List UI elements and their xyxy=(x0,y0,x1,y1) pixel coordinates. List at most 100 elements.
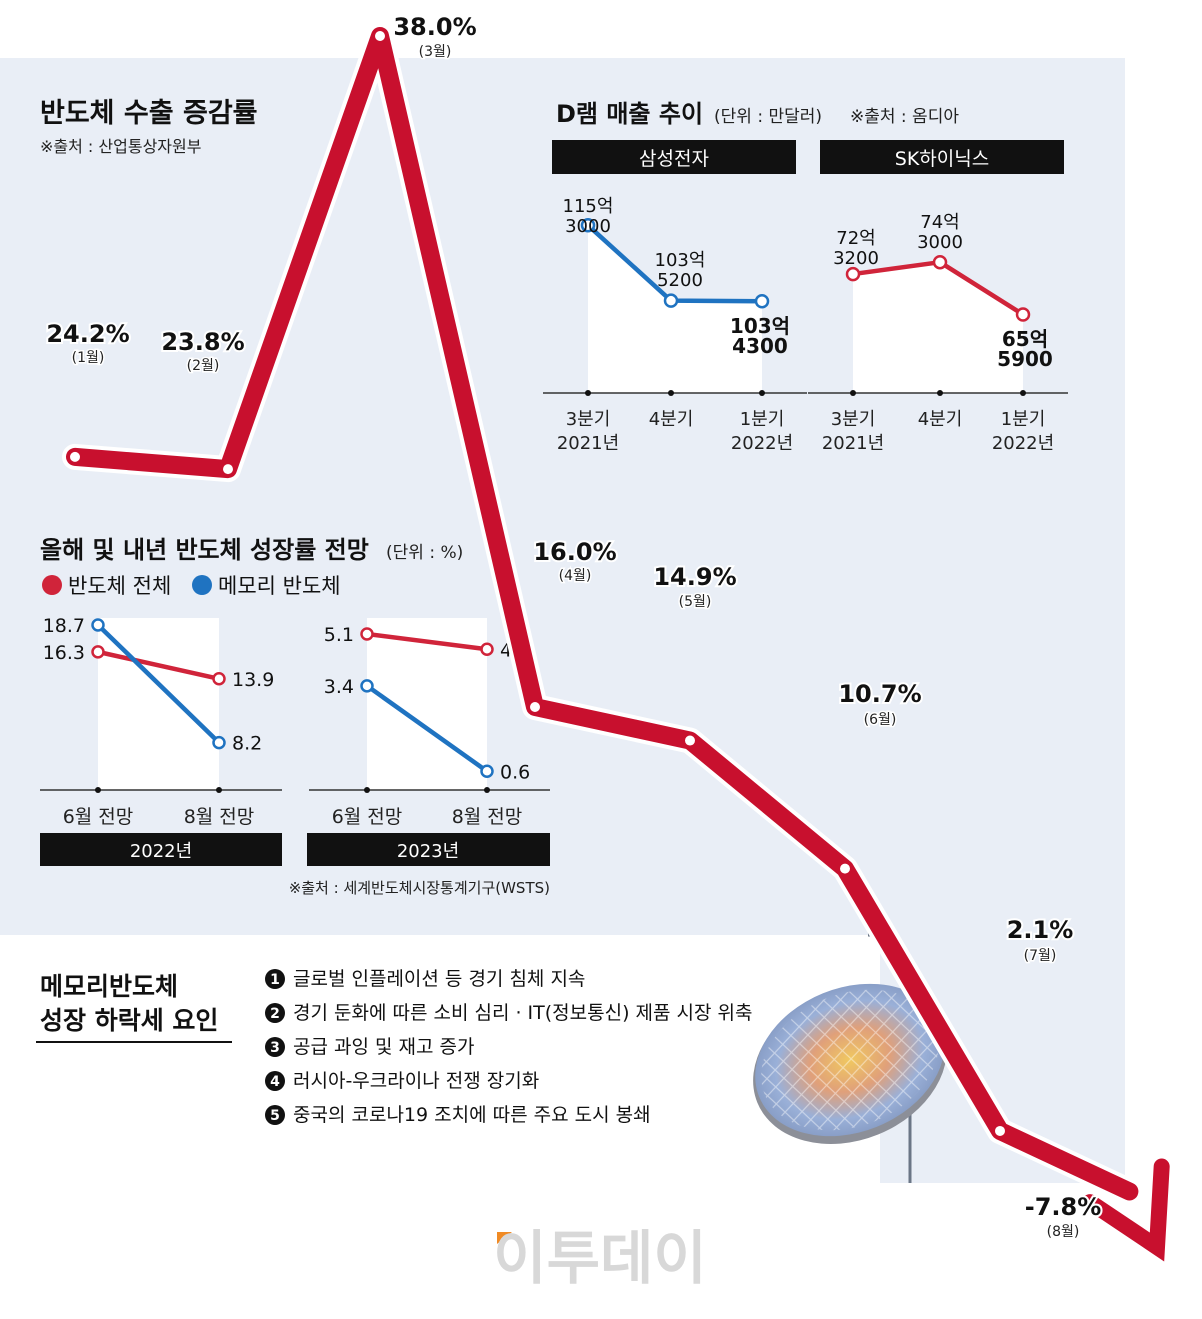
export-line-chart: 24.2% (1월) 23.8% (2월) 38.0% (3월) 16.0% (4월) 14.9… xyxy=(44,11,1170,1262)
dram-x-tick-label: 3분기 xyxy=(831,409,876,430)
outlook-x-tick xyxy=(216,787,222,793)
factors-box xyxy=(0,935,880,1183)
dram-value-label: 74억 xyxy=(920,212,959,233)
export-month-label: (4월) xyxy=(559,568,592,584)
export-month-label: (6월) xyxy=(864,712,897,728)
dram-point xyxy=(932,254,948,270)
dram-x-tick xyxy=(1020,390,1026,396)
export-value-label: 10.7% xyxy=(838,680,921,708)
dram-x-tick-label: 2021년 xyxy=(822,433,884,454)
outlook-line xyxy=(97,649,220,681)
outlook-point xyxy=(480,642,494,656)
outlook-x-tick xyxy=(484,787,490,793)
export-value-label: 16.0% xyxy=(533,538,616,566)
outlook-value-label: 16.3 xyxy=(43,642,85,664)
outlook-value-label: 3.4 xyxy=(324,676,354,698)
outlook-value-label: 8.2 xyxy=(232,733,262,755)
export-value-label: 38.0% xyxy=(393,13,476,41)
export-month-label: (7월) xyxy=(1024,948,1057,964)
export-value-label: -7.8% xyxy=(1025,1193,1102,1221)
dram-point xyxy=(663,293,679,308)
dram-chart-source: ※출처 : 옴디아 xyxy=(850,107,959,127)
outlook-chart-title: 올해 및 내년 반도체 성장률 전망 xyxy=(40,536,369,564)
factor-text: 중국의 코로나19 조치에 따른 주요 도시 봉쇄 xyxy=(293,1104,651,1126)
export-value-label: 23.8% xyxy=(161,328,244,356)
outlook-point xyxy=(360,627,374,641)
dram-point xyxy=(845,266,861,282)
dram-value-label: 65억 xyxy=(1002,327,1048,351)
export-point xyxy=(221,462,235,477)
legend-total-label: 반도체 전체 xyxy=(68,574,171,598)
legend-memory-marker xyxy=(192,575,212,595)
dram-value-label: 3000 xyxy=(917,232,963,253)
outlook-point xyxy=(480,764,494,778)
dram-x-tick xyxy=(850,390,856,396)
dram-value-label: 3000 xyxy=(565,216,611,237)
outlook-value-label: 5.1 xyxy=(324,624,354,646)
outlook-point xyxy=(212,672,226,686)
dram-x-tick xyxy=(668,390,674,396)
dram-x-tick-label: 2022년 xyxy=(731,433,793,454)
export-point xyxy=(68,449,82,464)
dram-value-label: 103억 xyxy=(730,314,790,338)
export-chart-source: ※출처 : 산업통상자원부 xyxy=(40,137,201,156)
outlook-plot-area xyxy=(367,618,487,790)
outlook-x-tick-label: 8월 전망 xyxy=(452,806,523,828)
factors-title-line2: 성장 하락세 요인 xyxy=(40,1006,218,1035)
export-month-label: (3월) xyxy=(419,44,452,60)
year-2023-bar xyxy=(307,833,550,866)
skhynix-label: SK하이닉스 xyxy=(895,148,989,170)
dram-value-label: 103억 xyxy=(655,250,706,271)
factor-number: 3 xyxy=(270,1040,280,1056)
outlook-point xyxy=(212,735,226,750)
dram-x-tick-label: 4분기 xyxy=(918,409,963,430)
outlook-line xyxy=(96,623,221,745)
dram-point xyxy=(754,293,770,309)
export-value-label: 24.2% xyxy=(46,320,129,348)
factor-number: 1 xyxy=(270,972,280,988)
export-point xyxy=(683,733,697,748)
wafer-illustration xyxy=(753,983,947,1144)
outlook-point xyxy=(91,618,105,632)
dram-area xyxy=(853,262,1023,393)
export-month-label: (8월) xyxy=(1047,1224,1080,1240)
factor-number-badge xyxy=(265,1105,285,1125)
skhynix-label-bar xyxy=(820,140,1064,174)
export-month-label: (2월) xyxy=(187,358,220,374)
factor-number-badge xyxy=(265,1037,285,1057)
legend-total-marker xyxy=(42,575,62,595)
outlook-x-tick xyxy=(95,787,101,793)
outlook-source: ※출처 : 세계반도체시장통계기구(WSTS) xyxy=(289,879,550,897)
outlook-plot-area xyxy=(98,618,219,790)
dram-value-label: 115억 xyxy=(563,196,614,217)
dram-x-tick xyxy=(759,390,765,396)
export-point xyxy=(528,700,542,714)
dram-chart-title: D램 매출 추이 xyxy=(556,100,703,128)
dram-x-tick-label: 3분기 xyxy=(566,409,611,430)
dram-x-tick-label: 4분기 xyxy=(649,409,694,430)
export-point xyxy=(993,1123,1007,1138)
factor-number-badge xyxy=(265,1071,285,1091)
dram-x-tick-label: 1분기 xyxy=(740,409,785,430)
export-line xyxy=(66,27,1139,1201)
dram-value-label: 3200 xyxy=(833,248,879,269)
export-point xyxy=(838,861,852,876)
watermark-logo-mark xyxy=(497,1232,512,1244)
outlook-point xyxy=(360,679,374,693)
outlook-point xyxy=(91,645,105,659)
outlook-x-tick xyxy=(364,787,370,793)
export-value-label: 2.1% xyxy=(1007,916,1074,944)
factor-number-badge xyxy=(265,1003,285,1023)
dram-value-label: 5900 xyxy=(997,347,1053,371)
export-chart-title: 반도체 수출 증감률 xyxy=(40,98,258,129)
export-value-label: 14.9% xyxy=(653,563,736,591)
export-month-label: (5월) xyxy=(679,594,712,610)
factor-number: 5 xyxy=(270,1108,280,1124)
dram-value-label: 72억 xyxy=(836,228,875,249)
export-arrow-head xyxy=(1082,1158,1170,1262)
factors-title-line1: 메모리반도체 xyxy=(40,972,178,1001)
